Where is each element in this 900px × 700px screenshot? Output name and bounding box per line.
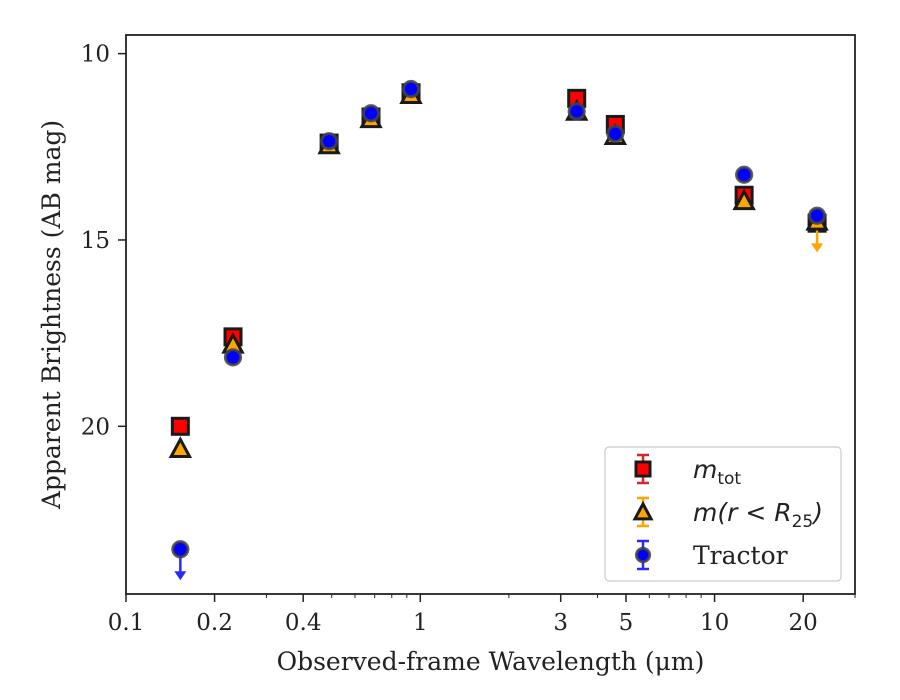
series-m_r25 [168,82,829,458]
data-point-tractor [171,540,190,581]
y-tick-label: 15 [81,228,110,254]
data-point-m_r25 [168,436,193,458]
data-point-tractor [320,132,339,151]
legend-label-tractor: Tractor [693,541,788,570]
legend-label-mtot: mtot [693,455,741,489]
legend-triangle-marker [632,500,654,521]
x-tick-label: 1 [413,610,428,636]
circle-marker [171,540,190,559]
x-tick-label: 10 [700,610,729,636]
circle-marker [361,104,381,123]
y-axis-label: Apparent Brightness (AB mag) [37,120,66,510]
data-markers [168,79,829,581]
x-tick-label: 0.4 [285,610,322,636]
upper-limit-arrow-head [811,243,824,253]
x-axis: 0.1 0.2 0.4 1 3 5 10 20 [108,594,856,636]
legend-label-m_r25: m(r < R25) [693,498,823,532]
y-axis: 10 15 20 [81,42,126,440]
data-point-tractor [223,348,243,367]
plot-frame [125,34,856,595]
data-point-m_r25 [732,188,756,211]
data-point-tractor [361,104,381,123]
legend-square-marker [634,460,652,478]
x-tick-label: 3 [553,610,568,636]
series-tractor [171,79,827,581]
legend-circle-marker [634,546,652,564]
y-tick-label: 20 [81,414,110,440]
upper-limit-arrow-head [174,571,187,581]
data-point-tractor [567,102,586,121]
data-point-mtot [170,416,190,436]
x-tick-label: 0.2 [196,610,233,636]
triangle-marker [732,188,756,211]
x-axis-label: Observed-frame Wavelength (μm) [277,647,705,676]
x-tick-label: 0.1 [108,610,145,636]
x-tick-label: 5 [619,610,634,636]
data-point-tractor [735,165,754,184]
triangle-marker [168,436,193,458]
data-point-tractor [401,79,421,99]
square-marker [170,416,190,436]
circle-marker [735,165,754,184]
legend-box [604,446,842,582]
circle-marker [807,206,827,225]
circle-marker [567,102,586,121]
data-point-tractor [606,124,625,143]
circle-marker [606,124,625,143]
y-tick-label: 10 [81,42,110,68]
x-tick-label: 20 [789,610,818,636]
data-point-tractor [807,206,827,225]
series-mtot [170,83,827,436]
circle-marker [223,348,243,367]
legend: mtot m(r < R25) Tractor [604,446,842,582]
circle-marker [320,132,339,151]
circle-marker [401,79,421,99]
